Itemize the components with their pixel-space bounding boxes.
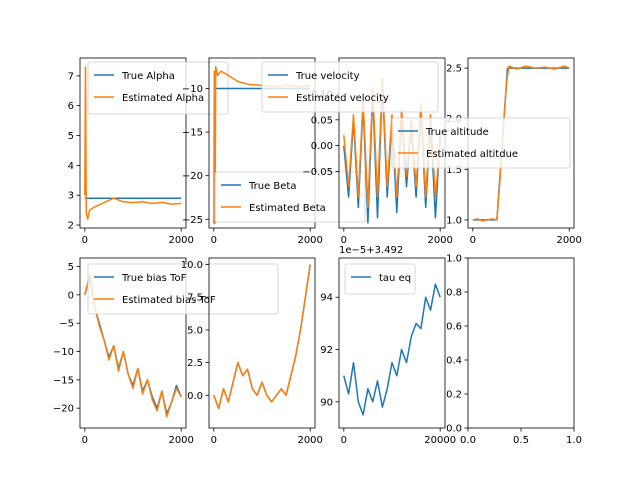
y-tick-label: 7 xyxy=(68,71,74,82)
y-tick-label: −15 xyxy=(182,128,203,139)
legend-label: True altitude xyxy=(425,127,489,138)
y-tick-label: 90 xyxy=(320,397,333,408)
subplot-7: 0 20000 94 92 90 1e−5+3.492 tau eq xyxy=(320,245,456,446)
x-tick-label: 2000 xyxy=(297,435,322,446)
x-tick-label: 2000 xyxy=(297,235,322,246)
subplot-6: 0 2000 10.0 7.5 5.0 2.5 0.0 xyxy=(181,257,323,446)
legend: True bias ToF Estimated bias ToF xyxy=(87,263,279,315)
x-tick-label: 0 xyxy=(341,235,347,246)
legend: True velocity Estimated velocity xyxy=(261,61,439,113)
legend-box xyxy=(261,61,439,113)
y-tick-label: 92 xyxy=(320,345,333,356)
series-line-2 xyxy=(472,65,570,222)
y-tick-label: 2 xyxy=(68,221,74,232)
axes-frame xyxy=(338,257,446,429)
subplot-5: 0 2000 5 0 −5 −10 −15 −20 True bias ToF Estimated… xyxy=(53,257,279,446)
axes-frame xyxy=(208,257,316,429)
axes-frame xyxy=(79,257,187,429)
x-tick-label: 2000 xyxy=(427,235,452,246)
y-offset-label: 1e−5+3.492 xyxy=(339,245,403,256)
y-tick-label: 0.0 xyxy=(187,391,203,402)
legend-label: Estimated velocity xyxy=(296,93,389,104)
series-line-2 xyxy=(213,264,311,410)
axes-frame xyxy=(208,57,316,229)
y-tick-label: −0.05 xyxy=(302,167,333,178)
y-tick-label: 5 xyxy=(68,131,74,142)
y-tick-label: −10 xyxy=(53,347,74,358)
series-line-2 xyxy=(84,274,182,418)
y-tick-label: 4 xyxy=(68,161,74,172)
y-tick-label: 0.8 xyxy=(446,288,462,299)
y-tick-label: −20 xyxy=(53,404,74,415)
legend-box xyxy=(87,61,229,115)
x-tick-label: 0.5 xyxy=(513,435,529,446)
y-tick-label: 0.0 xyxy=(446,424,462,435)
series-line-1 xyxy=(343,283,441,416)
y-tick-label: 5 xyxy=(68,262,74,273)
y-tick-label: −20 xyxy=(182,171,203,182)
y-tick-label: 1.0 xyxy=(446,254,462,265)
y-tick-label: 7.5 xyxy=(187,293,203,304)
legend-label: True Beta xyxy=(248,181,296,192)
legend: tau eq xyxy=(344,263,416,295)
x-tick-label: 2000 xyxy=(556,235,581,246)
legend: True Beta Estimated Beta xyxy=(214,171,366,223)
legend-label: Estimated Alpha xyxy=(122,93,204,104)
legend-label: Estimated altitdue xyxy=(426,149,518,160)
x-tick-label: 2000 xyxy=(168,435,193,446)
y-tick-label: −10 xyxy=(182,84,203,95)
y-tick-label: 0.6 xyxy=(446,322,462,333)
x-tick-label: 20000 xyxy=(424,435,456,446)
y-tick-label: 0.05 xyxy=(311,115,333,126)
y-tick-label: 94 xyxy=(320,293,333,304)
x-tick-label: 0 xyxy=(470,235,476,246)
x-tick-label: 0.0 xyxy=(460,435,476,446)
legend-box xyxy=(87,263,279,315)
legend-box xyxy=(344,263,416,295)
y-tick-label: −25 xyxy=(182,215,203,226)
y-tick-label: 1.5 xyxy=(446,165,462,176)
y-tick-label: 0 xyxy=(68,290,74,301)
legend: True Alpha Estimated Alpha xyxy=(87,61,229,115)
x-tick-label: 0 xyxy=(211,235,217,246)
y-tick-label: 1.0 xyxy=(446,215,462,226)
y-tick-label: −5 xyxy=(59,319,74,330)
y-tick-label: 5.0 xyxy=(187,325,203,336)
legend-box xyxy=(214,171,366,223)
legend-label: True velocity xyxy=(295,71,360,82)
y-tick-label: 0.2 xyxy=(446,390,462,401)
legend-label: Estimated bias ToF xyxy=(122,295,216,306)
series-line-2 xyxy=(84,66,182,220)
y-tick-label: 3 xyxy=(68,191,74,202)
legend-label: True Alpha xyxy=(121,71,175,82)
y-tick-label: 0.4 xyxy=(446,356,462,367)
legend-label: Estimated Beta xyxy=(249,203,326,214)
legend-label: True bias ToF xyxy=(121,273,187,284)
subplot-8: 0.0 0.5 1.0 1.0 0.8 0.6 0.4 0.2 0.0 xyxy=(446,254,582,447)
x-tick-label: 2000 xyxy=(168,235,193,246)
x-tick-label: 0 xyxy=(341,435,347,446)
y-tick-label: 2.5 xyxy=(187,358,203,369)
y-tick-label: 10.0 xyxy=(181,260,203,271)
y-tick-label: 2.5 xyxy=(446,64,462,75)
y-tick-label: 0.00 xyxy=(311,141,333,152)
y-tick-label: −15 xyxy=(53,375,74,386)
subplot-1: 0 2000 2 3 4 5 6 7 True Alpha Estimated Alpha xyxy=(68,57,229,246)
y-tick-label: 6 xyxy=(68,101,74,112)
x-tick-label: 0 xyxy=(82,235,88,246)
legend-label: tau eq xyxy=(379,273,411,284)
legend: True altitude Estimated altitdue xyxy=(391,117,571,169)
legend-box xyxy=(391,117,571,169)
x-tick-label: 0 xyxy=(211,435,217,446)
axes-frame xyxy=(79,57,187,229)
x-tick-label: 0 xyxy=(82,435,88,446)
x-tick-label: 1.0 xyxy=(566,435,582,446)
